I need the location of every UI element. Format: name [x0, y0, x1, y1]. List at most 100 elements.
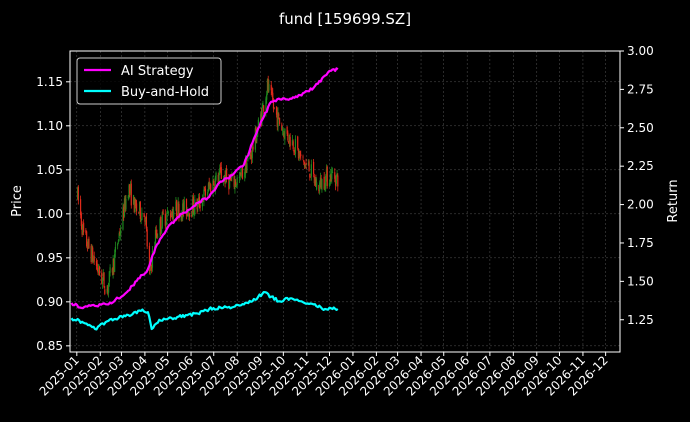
candle-body [288, 140, 290, 143]
y2-tick-label: 3.00 [627, 44, 654, 58]
candle-body [250, 155, 253, 159]
candle-body [293, 150, 295, 153]
candle-body [251, 144, 253, 159]
candle-body [268, 84, 270, 91]
candle-body [310, 164, 312, 177]
candle-body [262, 103, 264, 109]
candle-body [176, 200, 178, 217]
candle-body [118, 233, 120, 239]
candle-body [119, 231, 121, 234]
candle-body [127, 196, 129, 198]
candle-body [98, 266, 101, 276]
plot-frame [69, 50, 621, 353]
candle-body [117, 243, 119, 246]
y2-tick-label: 1.75 [627, 236, 654, 250]
candle-body [150, 263, 152, 266]
candle-body [135, 203, 138, 212]
candle-body [103, 272, 105, 288]
candle-body [321, 179, 323, 190]
series-line-buy-and-hold [70, 291, 339, 331]
y-tick-label: 1.05 [36, 163, 63, 177]
candle-body [320, 178, 322, 189]
candle-body [329, 173, 331, 184]
candle-body [263, 105, 265, 112]
candle-body [117, 240, 120, 242]
candle-body [145, 216, 148, 229]
candle-body [305, 163, 307, 165]
candle-body [235, 184, 238, 186]
y-tick-label: 1.15 [36, 75, 63, 89]
candle-body [202, 201, 204, 202]
candle-body [247, 156, 249, 162]
y-tick-label: 0.90 [36, 295, 63, 309]
candle-body [76, 188, 79, 199]
candle-body [291, 139, 294, 146]
candle-body [143, 213, 145, 218]
candle-body [325, 175, 327, 189]
candle-body [220, 167, 222, 179]
candle-body [252, 146, 254, 150]
candle-body [319, 182, 321, 191]
candle-body [234, 180, 236, 190]
candle-body [337, 175, 339, 187]
candle-body [155, 229, 157, 236]
y2-tick-label: 2.00 [627, 198, 654, 212]
candle-body [98, 264, 100, 272]
candle-body [139, 202, 141, 211]
y2-tick-label: 1.25 [627, 313, 654, 327]
y2-axis-label: Return [666, 179, 681, 222]
candle-body [284, 128, 286, 140]
candle-body [185, 198, 188, 216]
candle-body [244, 160, 247, 175]
candle-body [170, 213, 172, 218]
candle-body [128, 185, 130, 199]
candle-body [276, 112, 278, 127]
candle-body [328, 183, 331, 186]
candle-body [109, 267, 111, 273]
series-line-ai-strategy [70, 67, 339, 310]
candle-body [92, 258, 95, 263]
candle-body [303, 159, 305, 163]
candle-body [256, 134, 258, 141]
candle-body [281, 124, 283, 131]
candle-body [140, 220, 142, 221]
candle-body [270, 84, 272, 91]
candle-body [207, 192, 209, 196]
candle-body [145, 218, 147, 221]
candle-body [303, 162, 306, 167]
candle-body [97, 269, 99, 273]
y-tick-label: 1.10 [36, 119, 63, 133]
candle-body [93, 256, 95, 262]
candle-body [331, 170, 333, 180]
candle-body [166, 210, 169, 214]
series-lines [70, 67, 339, 331]
candle-body [278, 117, 281, 124]
candle-body [214, 177, 216, 193]
candle-body [233, 176, 235, 187]
candle-body [335, 175, 337, 184]
candle-body [95, 260, 98, 266]
candle-body [241, 167, 244, 179]
candle-body [135, 200, 137, 207]
candle-body [197, 201, 199, 208]
candle-body [177, 202, 179, 216]
candle-body [159, 219, 161, 235]
candle-body [104, 289, 106, 294]
candle-body [278, 114, 280, 116]
candle-body [148, 246, 151, 272]
candle-body [91, 247, 93, 262]
candle-body [141, 212, 143, 220]
candle-body [330, 175, 332, 182]
candle-body [212, 180, 214, 194]
candle-body [180, 212, 182, 221]
candle-body [240, 172, 242, 175]
candle-body [138, 211, 140, 213]
candle-body [188, 211, 190, 217]
y2-tick-label: 2.50 [627, 121, 654, 135]
candle-body [239, 172, 241, 177]
candle-body [313, 176, 315, 184]
candle-body [218, 174, 220, 183]
candle-body [129, 184, 131, 194]
candle-body [170, 216, 172, 217]
candle-body [294, 138, 297, 154]
